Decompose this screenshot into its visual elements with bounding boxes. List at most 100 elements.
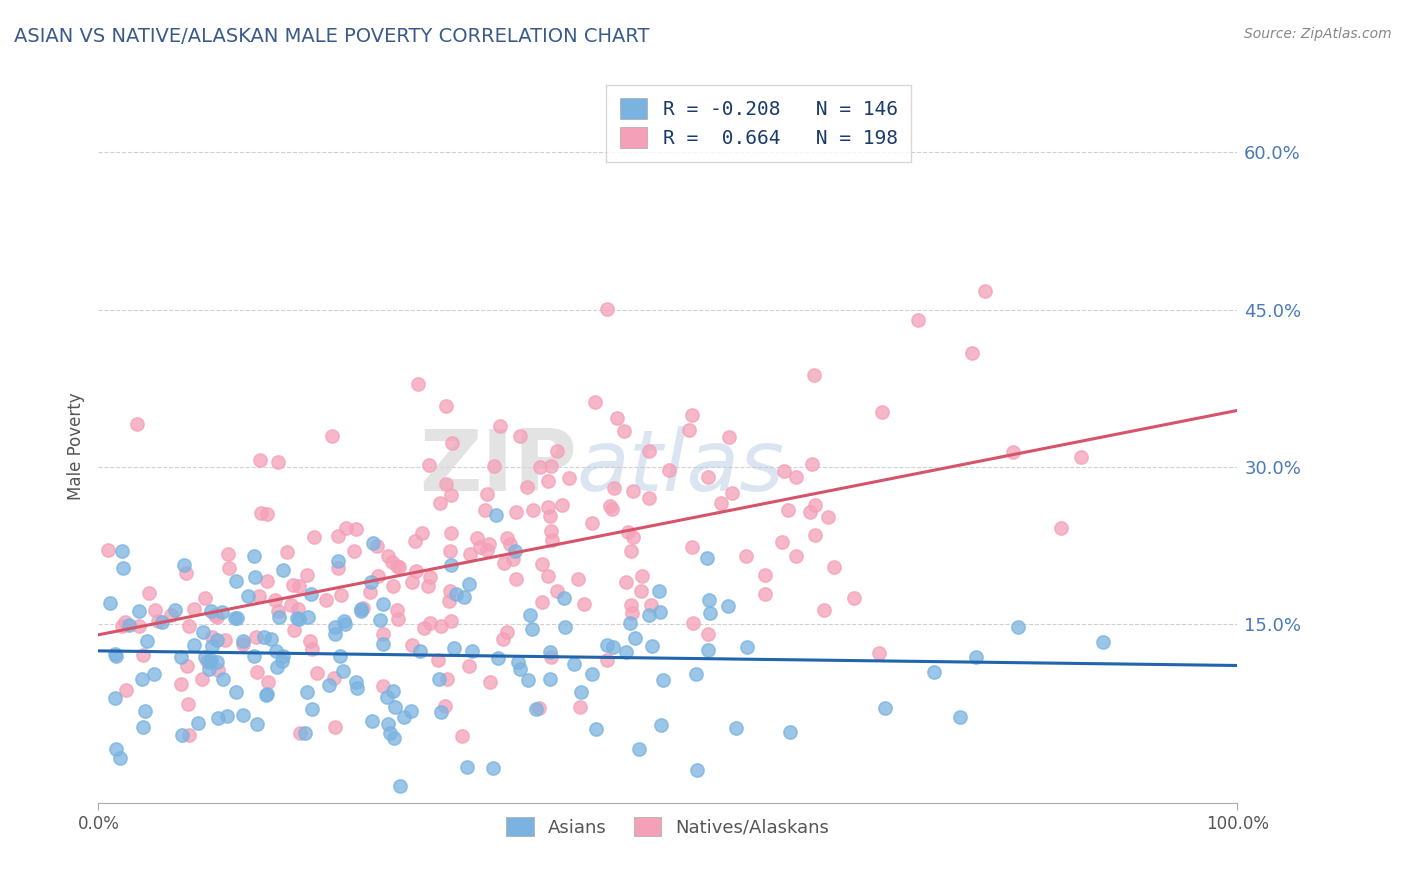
Point bbox=[754, 568, 776, 582]
Point bbox=[194, 591, 217, 606]
Point bbox=[1007, 620, 1029, 634]
Point bbox=[401, 575, 423, 590]
Point bbox=[204, 607, 226, 622]
Point bbox=[207, 633, 229, 648]
Point bbox=[350, 604, 373, 618]
Point bbox=[540, 459, 562, 474]
Point bbox=[256, 574, 278, 588]
Point bbox=[569, 700, 592, 714]
Point bbox=[388, 559, 411, 574]
Point bbox=[973, 285, 995, 299]
Point bbox=[567, 572, 589, 586]
Point bbox=[685, 667, 707, 681]
Point bbox=[527, 701, 550, 715]
Point bbox=[200, 653, 222, 667]
Point bbox=[207, 711, 229, 725]
Point bbox=[599, 499, 621, 513]
Point bbox=[114, 615, 136, 629]
Point bbox=[531, 595, 554, 609]
Point bbox=[1001, 445, 1024, 459]
Point bbox=[318, 678, 340, 692]
Point bbox=[335, 521, 357, 535]
Point bbox=[104, 741, 127, 756]
Point bbox=[485, 508, 508, 522]
Point bbox=[457, 658, 479, 673]
Point bbox=[385, 558, 408, 573]
Point bbox=[225, 574, 247, 589]
Point bbox=[606, 411, 628, 425]
Point bbox=[112, 560, 135, 574]
Point bbox=[631, 569, 654, 583]
Point bbox=[440, 436, 463, 450]
Point bbox=[117, 618, 139, 632]
Point bbox=[617, 524, 640, 539]
Point bbox=[385, 603, 408, 617]
Point bbox=[170, 650, 193, 665]
Point bbox=[965, 650, 987, 665]
Point bbox=[323, 620, 346, 634]
Point bbox=[482, 459, 505, 474]
Point bbox=[150, 615, 173, 629]
Point bbox=[328, 554, 350, 568]
Point bbox=[478, 537, 501, 551]
Point bbox=[200, 630, 222, 644]
Point bbox=[232, 708, 254, 723]
Point bbox=[382, 684, 405, 698]
Point bbox=[176, 566, 198, 581]
Point bbox=[600, 502, 623, 516]
Point bbox=[817, 509, 839, 524]
Point bbox=[439, 544, 461, 558]
Point bbox=[709, 496, 731, 510]
Point bbox=[323, 720, 346, 734]
Point bbox=[440, 488, 463, 502]
Point bbox=[328, 561, 350, 575]
Point bbox=[440, 558, 463, 572]
Point bbox=[217, 547, 239, 561]
Point bbox=[468, 541, 491, 555]
Point bbox=[131, 672, 153, 686]
Point bbox=[531, 557, 554, 571]
Point bbox=[256, 507, 278, 521]
Point bbox=[211, 605, 233, 619]
Point bbox=[648, 605, 671, 619]
Point bbox=[772, 464, 794, 478]
Point bbox=[520, 622, 543, 636]
Point bbox=[949, 710, 972, 724]
Point bbox=[537, 474, 560, 488]
Point bbox=[295, 568, 318, 582]
Point bbox=[439, 584, 461, 599]
Point bbox=[326, 529, 349, 543]
Point bbox=[429, 619, 451, 633]
Point bbox=[524, 702, 547, 716]
Point bbox=[409, 644, 432, 658]
Point bbox=[596, 301, 619, 316]
Point bbox=[538, 645, 561, 659]
Point bbox=[257, 674, 280, 689]
Point bbox=[287, 601, 309, 615]
Point bbox=[558, 471, 581, 485]
Point bbox=[499, 537, 522, 551]
Point bbox=[104, 690, 127, 705]
Point bbox=[170, 677, 193, 691]
Point bbox=[381, 579, 404, 593]
Point bbox=[323, 626, 346, 640]
Point bbox=[125, 417, 148, 431]
Point bbox=[138, 586, 160, 600]
Point bbox=[444, 587, 467, 601]
Point bbox=[637, 607, 659, 622]
Point bbox=[378, 725, 401, 739]
Point bbox=[697, 643, 720, 657]
Point bbox=[177, 697, 200, 711]
Point bbox=[377, 717, 399, 731]
Point bbox=[280, 598, 302, 612]
Point bbox=[699, 593, 721, 607]
Point bbox=[430, 706, 453, 720]
Point bbox=[384, 700, 406, 714]
Point bbox=[98, 596, 121, 610]
Point bbox=[648, 584, 671, 599]
Point bbox=[614, 645, 637, 659]
Point bbox=[868, 646, 890, 660]
Point bbox=[875, 701, 897, 715]
Point bbox=[387, 612, 409, 626]
Point bbox=[245, 570, 267, 584]
